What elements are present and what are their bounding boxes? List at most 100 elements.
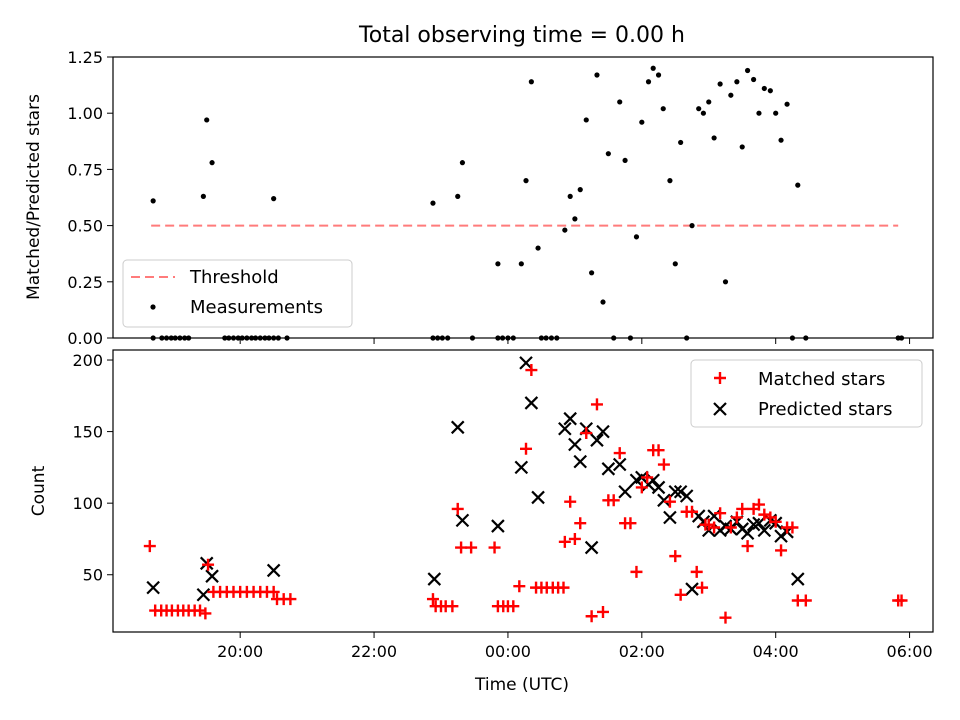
measurement-point: [756, 110, 762, 116]
measurement-point: [751, 76, 757, 83]
measurement-point: [535, 245, 541, 251]
measurement-point: [734, 79, 740, 85]
predicted-star-point: [618, 484, 632, 499]
measurement-point: [262, 335, 268, 341]
matched-star-point: [143, 540, 156, 553]
matched-star-point: [714, 507, 727, 520]
measurement-point: [633, 234, 640, 240]
measurement-point: [200, 193, 206, 199]
bottom-y-axis-label: Count: [29, 465, 49, 516]
measurement-point: [209, 160, 215, 166]
bottom-y-tick-label: 100: [72, 494, 103, 513]
measurement-point: [717, 81, 723, 87]
measurement-point: [150, 198, 156, 204]
bottom-legend-box: [690, 359, 923, 428]
measurement-point: [445, 335, 451, 341]
measurement-point: [706, 99, 712, 105]
legend-measurements-label: Measurements: [190, 297, 323, 318]
measurement-point: [696, 106, 702, 112]
predicted-star-point: [601, 462, 616, 476]
measurement-point: [562, 227, 568, 233]
measurement-point: [168, 335, 174, 341]
measurement-point: [271, 335, 277, 341]
matched-star-point: [752, 498, 765, 511]
matched-star-point: [596, 605, 609, 618]
measurement-point: [204, 117, 210, 123]
matched-star-point: [624, 517, 637, 530]
x-axis-label: Time (UTC): [474, 675, 569, 695]
measurement-point: [177, 335, 183, 341]
matched-star-point: [574, 517, 587, 530]
measurement-point: [744, 67, 751, 74]
matched-star-point: [686, 505, 699, 518]
measurement-point: [778, 137, 784, 143]
bottom-x-tick-label: 06:00: [887, 642, 933, 661]
matched-star-point: [730, 511, 743, 524]
matched-star-point: [465, 541, 478, 554]
predicted-star-point: [455, 513, 470, 528]
matched-star-point: [507, 600, 520, 613]
measurement-point: [605, 151, 611, 157]
measurement-point: [554, 335, 560, 341]
predicted-star-point: [146, 580, 160, 595]
predicted-star-point: [740, 526, 755, 541]
measurement-point: [495, 335, 501, 341]
bottom-x-tick-label: 02:00: [619, 642, 665, 661]
predicted-star-point: [427, 572, 442, 586]
measurement-point: [589, 270, 595, 276]
measurement-point: [655, 72, 662, 78]
bottom-y-tick-label: 200: [72, 351, 103, 370]
predicted-star-point: [558, 421, 572, 436]
bottom-x-tick-label: 04:00: [753, 642, 799, 661]
top-y-tick-label: 0.25: [67, 273, 103, 292]
measurement-point: [244, 335, 250, 341]
predicted-star-point: [679, 489, 694, 503]
measurement-point: [150, 335, 156, 341]
matched-star-point: [267, 585, 280, 598]
matched-star-point: [641, 471, 654, 484]
top-panel: 0.00 0.25 0.50 0.75 1.00 1.25 Matched/Predict…: [24, 48, 934, 348]
measurement-point: [678, 139, 684, 146]
measurement-point: [795, 182, 801, 188]
legend-measurements-swatch: [150, 304, 156, 310]
measurement-point: [784, 101, 790, 107]
measurement-points: [150, 65, 905, 341]
matched-star-point: [719, 611, 732, 624]
measurement-point: [257, 335, 263, 341]
measurement-point: [600, 299, 606, 305]
measurement-point: [667, 178, 673, 184]
predicted-star-point: [668, 484, 683, 499]
measurement-point: [773, 110, 779, 116]
measurement-point: [898, 335, 905, 341]
matched-star-point: [558, 535, 571, 548]
matched-star-point: [564, 495, 577, 508]
measurement-point: [430, 335, 436, 341]
matched-star-point: [724, 521, 737, 534]
matched-star-point: [674, 588, 687, 601]
bottom-y-tick-label: 50: [83, 566, 103, 585]
measurement-point: [538, 335, 545, 341]
matched-star-point: [568, 532, 581, 545]
measurement-point: [163, 335, 170, 341]
matched-star-point: [580, 427, 593, 440]
matched-star-point: [769, 515, 782, 528]
matched-star-point: [799, 594, 812, 607]
predicted-star-point: [663, 510, 677, 525]
legend-matched-label: Matched stars: [758, 369, 885, 390]
measurement-point: [510, 335, 516, 341]
predicted-star-point: [199, 556, 214, 571]
measurement-point: [700, 110, 707, 116]
predicted-star-point: [791, 572, 805, 586]
measurement-point: [455, 193, 461, 199]
measurement-point: [186, 335, 192, 341]
measurement-point: [627, 335, 634, 341]
bottom-x-tick-label: 22:00: [351, 642, 397, 661]
measurement-point: [523, 178, 529, 184]
matched-star-point: [736, 502, 749, 515]
measurement-point: [248, 335, 255, 341]
predicted-star-point: [450, 420, 465, 435]
matched-star-point: [786, 521, 799, 534]
matched-star-point: [669, 550, 682, 563]
top-x-axis: [239, 338, 911, 344]
